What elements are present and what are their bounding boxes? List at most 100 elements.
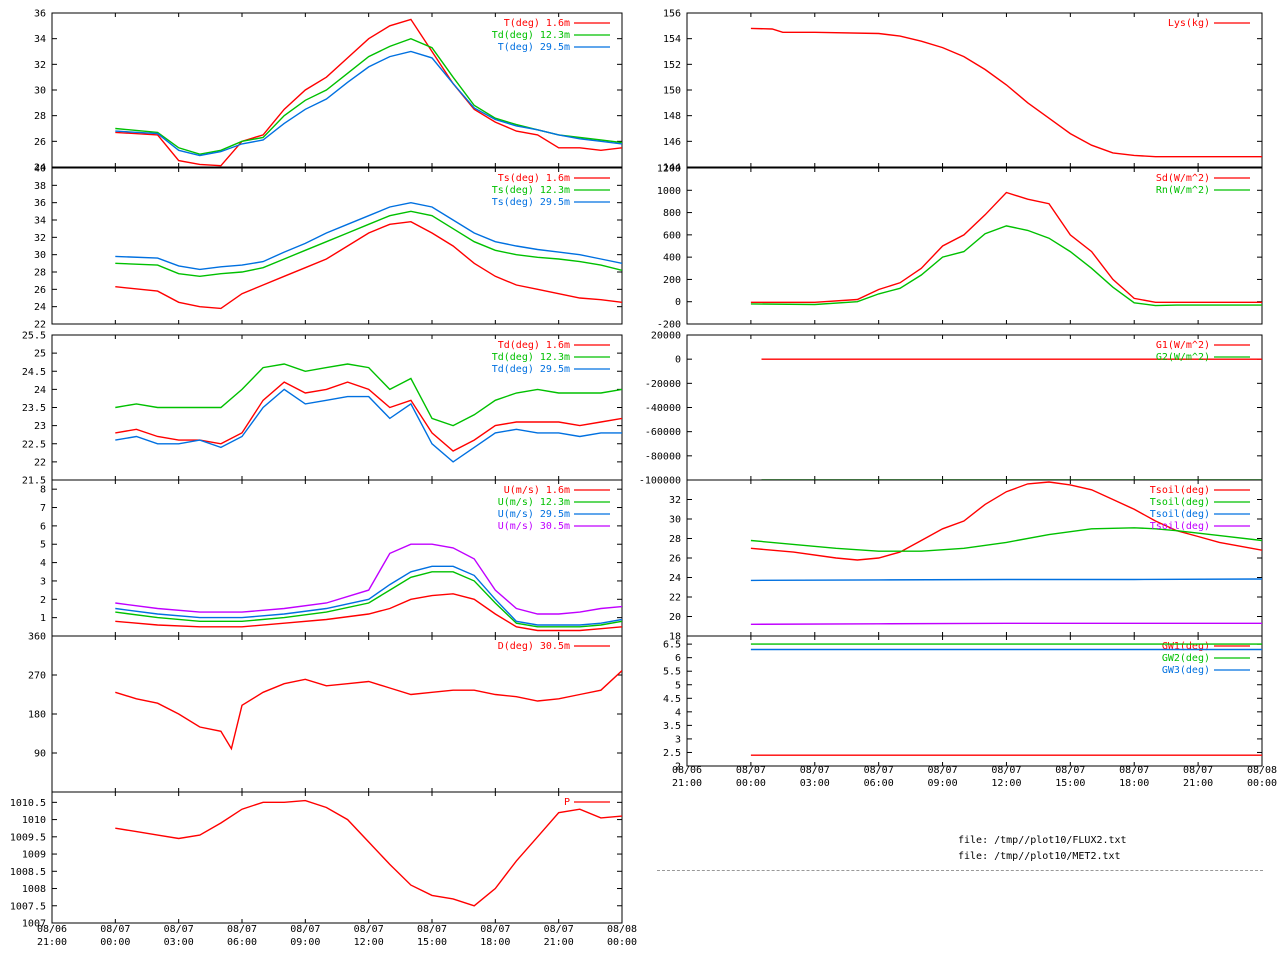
- separator-line: [657, 870, 1263, 871]
- series-line: [750, 27, 1262, 158]
- y-tick-label: 148: [663, 111, 681, 122]
- y-tick-label: 24: [34, 302, 46, 313]
- legend-label: GW2(deg): [1162, 653, 1210, 664]
- y-tick-label: 28: [669, 534, 681, 545]
- y-tick-label: 144: [663, 163, 681, 174]
- y-tick-label: 23: [34, 421, 46, 432]
- legend-label: Sd(W/m^2): [1156, 173, 1210, 184]
- x-tick-label-time: 15:00: [1055, 778, 1085, 789]
- legend-label: Tsoil(deg): [1150, 497, 1210, 508]
- y-tick-label: -200: [657, 320, 681, 331]
- y-tick-label: 8: [40, 485, 46, 496]
- x-tick-label-date: 08/07: [100, 924, 130, 935]
- x-tick-label-date: 08/07: [928, 765, 958, 776]
- panel-frame: [51, 791, 623, 924]
- y-tick-label: 28: [34, 268, 46, 279]
- y-tick-label: 24: [34, 385, 46, 396]
- x-tick-label-time: 00:00: [607, 937, 637, 948]
- legend-label: U(m/s) 29.5m: [498, 509, 570, 520]
- series-line: [115, 201, 622, 271]
- series-line: [115, 593, 622, 632]
- x-tick-label-date: 08/07: [1183, 765, 1213, 776]
- y-tick-label: 2.5: [663, 748, 681, 759]
- y-tick-label: 3.5: [663, 721, 681, 732]
- x-tick-label-time: 03:00: [800, 778, 830, 789]
- file-list: file: /tmp//plot10/FLUX2.txt file: /tmp/…: [958, 833, 1127, 865]
- y-tick-label: 200: [663, 275, 681, 286]
- y-tick-label: 22: [34, 457, 46, 468]
- y-tick-label: 270: [28, 671, 46, 682]
- x-tick-label-date: 08/07: [480, 924, 510, 935]
- x-tick-label-date: 08/07: [227, 924, 257, 935]
- y-tick-label: -100000: [639, 476, 681, 487]
- legend-label: GW3(deg): [1162, 665, 1210, 676]
- legend-label: T(deg) 29.5m: [498, 42, 570, 53]
- legend-label: Ts(deg) 1.6m: [498, 173, 570, 184]
- series-line: [115, 381, 622, 452]
- y-tick-label: 4: [40, 558, 46, 569]
- y-tick-label: -80000: [645, 451, 681, 462]
- x-tick-label-time: 06:00: [864, 778, 894, 789]
- y-tick-label: 25: [34, 349, 46, 360]
- series-line: [115, 388, 622, 463]
- x-tick-label-date: 08/06: [672, 765, 702, 776]
- legend-label: P: [564, 797, 570, 808]
- x-tick-label-date: 08/07: [1055, 765, 1085, 776]
- x-tick-label-date: 08/07: [417, 924, 447, 935]
- legend-label: GW1(deg): [1162, 641, 1210, 652]
- y-tick-label: -60000: [645, 427, 681, 438]
- y-tick-label: 34: [34, 216, 46, 227]
- y-tick-label: 40: [34, 164, 46, 175]
- x-tick-label-date: 08/08: [607, 924, 637, 935]
- y-tick-label: 23.5: [22, 403, 46, 414]
- y-tick-label: 24: [34, 163, 46, 174]
- x-tick-label-time: 06:00: [227, 937, 257, 948]
- x-tick-label-date: 08/07: [354, 924, 384, 935]
- y-tick-label: 600: [663, 230, 681, 241]
- panel-frame: [686, 635, 1263, 767]
- series-line: [115, 210, 622, 278]
- y-tick-label: 146: [663, 137, 681, 148]
- y-tick-label: 1008.5: [10, 867, 46, 878]
- x-tick-label-time: 15:00: [417, 937, 447, 948]
- x-tick-label-time: 21:00: [37, 937, 67, 948]
- x-tick-label-time: 00:00: [100, 937, 130, 948]
- series-line: [750, 191, 1262, 303]
- series-line: [750, 481, 1262, 561]
- y-tick-label: 28: [34, 111, 46, 122]
- y-tick-label: 400: [663, 253, 681, 264]
- y-tick-label: 2: [40, 595, 46, 606]
- x-tick-label-date: 08/07: [736, 765, 766, 776]
- legend-label: Ts(deg) 12.3m: [492, 185, 570, 196]
- series-line: [115, 670, 622, 751]
- y-tick-label: 2: [675, 762, 681, 773]
- series-line: [115, 571, 622, 628]
- legend-label: Tsoil(deg): [1150, 485, 1210, 496]
- legend-label: T(deg) 1.6m: [504, 18, 570, 29]
- y-tick-label: 6: [675, 653, 681, 664]
- legend-label: U(m/s) 1.6m: [504, 485, 570, 496]
- legend-label: Td(deg) 12.3m: [492, 30, 570, 41]
- y-tick-label: 1200: [657, 164, 681, 175]
- x-tick-label-time: 21:00: [544, 937, 574, 948]
- y-tick-label: 90: [34, 749, 46, 760]
- legend-label: G2(W/m^2): [1156, 352, 1210, 363]
- legend-label: Td(deg) 12.3m: [492, 352, 570, 363]
- y-tick-label: 1007: [22, 919, 46, 930]
- y-tick-label: 152: [663, 60, 681, 71]
- y-tick-label: 1009.5: [10, 832, 46, 843]
- series-line: [115, 565, 622, 626]
- x-tick-label-date: 08/07: [864, 765, 894, 776]
- y-tick-label: 22.5: [22, 439, 46, 450]
- x-tick-label-date: 08/07: [164, 924, 194, 935]
- y-tick-label: 7: [40, 503, 46, 514]
- x-tick-label-time: 18:00: [1119, 778, 1149, 789]
- legend-label: Td(deg) 29.5m: [492, 364, 570, 375]
- y-tick-label: 32: [669, 495, 681, 506]
- series-line: [750, 622, 1262, 625]
- x-tick-label-date: 08/07: [290, 924, 320, 935]
- x-tick-label-time: 21:00: [1183, 778, 1213, 789]
- y-tick-label: -40000: [645, 403, 681, 414]
- series-line: [115, 220, 622, 310]
